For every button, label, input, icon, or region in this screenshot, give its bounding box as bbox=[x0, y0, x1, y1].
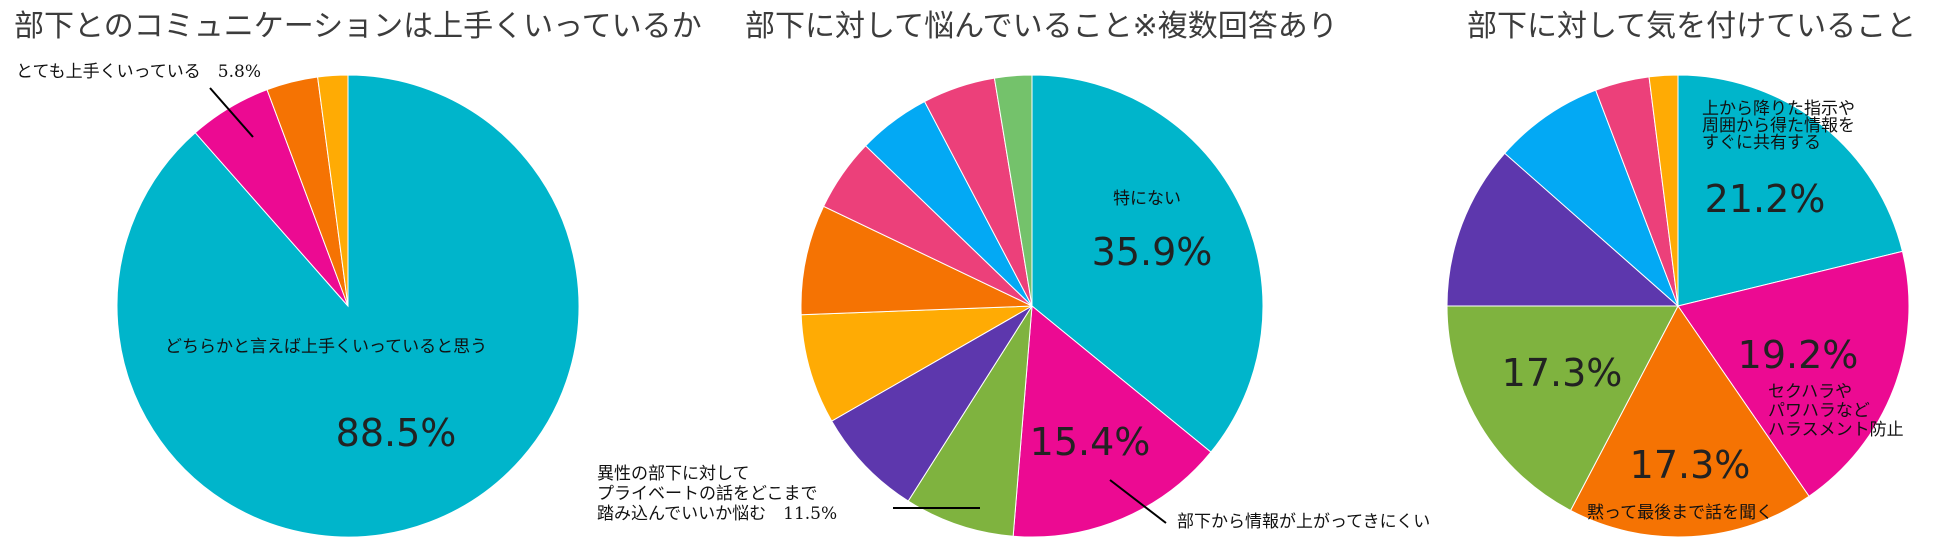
pie-slice-2-6 bbox=[800, 205, 1033, 316]
pie-slice-3-3 bbox=[1569, 305, 1810, 538]
chart-2-label-info: 部下から情報が上がってきにくい bbox=[1177, 512, 1430, 532]
pie-slice-2-3 bbox=[907, 305, 1033, 537]
chart-3-label-listen: 黙って最後まで話を聞く bbox=[1587, 503, 1773, 523]
pie-slice-2-4 bbox=[831, 305, 1033, 502]
chart-2-label-private: 異性の部下に対してプライベートの話をどこまで踏み込んでいいか悩む 11.5% bbox=[597, 464, 837, 524]
chart-1-pct-fairly-good: 88.5% bbox=[336, 411, 457, 455]
chart-3-pct-green: 17.3% bbox=[1502, 351, 1623, 395]
pie-slice-3-1 bbox=[1677, 74, 1904, 307]
chart-3-label-share: 上から降りた指示や周囲から得た情報をすぐに共有する bbox=[1702, 99, 1855, 153]
pie-slice-2-2 bbox=[1012, 305, 1212, 538]
chart-3-pct-harassment: 19.2% bbox=[1738, 333, 1859, 377]
pie-chart-communication: 部下とのコミュニケーションは上手くいっているか とても上手くいっている 5.8%… bbox=[14, 9, 702, 538]
pie-slice-3-8 bbox=[1648, 74, 1679, 307]
chart-2-pct-info: 15.4% bbox=[1030, 420, 1151, 464]
chart-3-title: 部下に対して気を付けていること bbox=[1467, 9, 1916, 44]
pie-chart-concerns: 部下に対して悩んでいること※複数回答あり 特にない 35.9% 15.4% 部下… bbox=[597, 9, 1430, 538]
pie-slice-1-4 bbox=[317, 74, 349, 307]
chart-3-slices bbox=[1446, 74, 1910, 538]
pie-slice-3-4 bbox=[1446, 305, 1679, 512]
chart-3-label-harassment: セクハラやパワハラなどハラスメント防止 bbox=[1768, 382, 1904, 440]
chart-1-slices bbox=[116, 74, 580, 538]
pie-slice-2-5 bbox=[800, 305, 1033, 422]
pie-chart-care: 部下に対して気を付けていること 上から降りた指示や周囲から得た情報をすぐに共有す… bbox=[1446, 9, 1916, 538]
chart-1-leader-line bbox=[209, 87, 254, 138]
pie-slice-3-2 bbox=[1677, 250, 1910, 497]
chart-2-slices bbox=[800, 74, 1264, 538]
pie-slice-3-5 bbox=[1446, 152, 1680, 307]
chart-2-label-nothing: 特にない bbox=[1113, 189, 1181, 209]
chart-3-pct-share: 21.2% bbox=[1705, 177, 1826, 221]
chart-3-pct-listen: 17.3% bbox=[1630, 443, 1751, 487]
chart-1-label-very-good: とても上手くいっている 5.8% bbox=[16, 62, 261, 82]
chart-2-title: 部下に対して悩んでいること※複数回答あり bbox=[745, 9, 1338, 44]
pie-slice-2-10 bbox=[993, 74, 1033, 307]
chart-1-label-fairly-good: どちらかと言えば上手くいっていると思う bbox=[165, 337, 487, 357]
chart-2-pct-nothing: 35.9% bbox=[1092, 230, 1213, 274]
pie-slice-3-6 bbox=[1504, 89, 1679, 307]
chart-2-leader-line-info bbox=[1109, 479, 1167, 524]
chart-1-title: 部下とのコミュニケーションは上手くいっているか bbox=[14, 9, 702, 44]
pie-slice-2-1 bbox=[1031, 74, 1264, 453]
